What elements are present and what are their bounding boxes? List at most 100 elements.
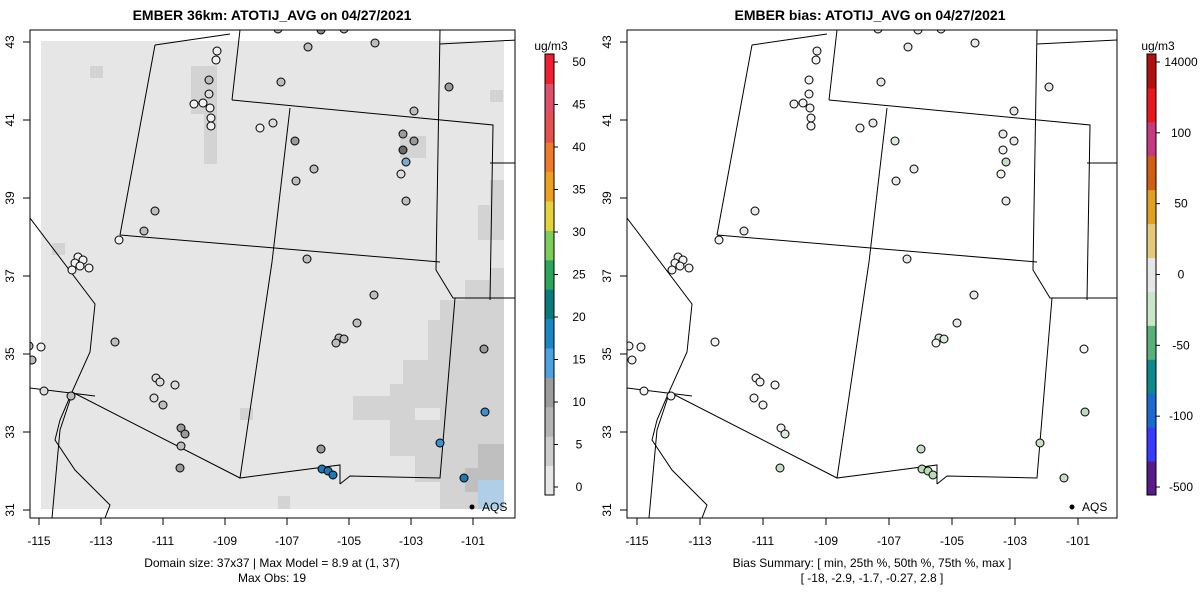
left-x-tick: -107: [275, 534, 299, 548]
left-colorbar-swatch: [545, 318, 554, 349]
model-grid-cells-darker: [465, 444, 504, 492]
right-colorbar-unit: ug/m3: [1141, 39, 1175, 53]
left-colorbar-swatch: [545, 259, 554, 290]
left-colorbar-swatch: [545, 465, 554, 496]
left-colorbar-unit: ug/m3: [534, 39, 568, 53]
right-y-tick: 31: [600, 503, 614, 517]
right-colorbar-swatch: [1147, 359, 1156, 394]
right-colorbar-swatch: [1147, 54, 1156, 89]
model-grid-cells-blue: [478, 480, 504, 509]
right-colorbar-swatch: [1147, 393, 1156, 428]
right-colorbar-tick-label: -500: [1169, 480, 1193, 494]
right-plot-frame: [626, 29, 1118, 519]
left-colorbar-tick-label: 15: [572, 353, 586, 367]
right-colorbar-swatch: [1147, 189, 1156, 225]
right-colorbar-swatch: [1147, 427, 1156, 462]
aqs-legend-marker: [469, 504, 475, 510]
right-colorbar-tick-label: -50: [1172, 338, 1190, 352]
left-y-axis: 31 33 35 37 39 41 43: [3, 35, 30, 517]
left-colorbar-tick-label: 10: [572, 395, 586, 409]
right-colorbar: [1147, 54, 1156, 496]
left-y-tick: 41: [3, 113, 17, 127]
left-colorbar-swatch: [545, 289, 554, 320]
aqs-observations: [30, 30, 490, 483]
right-x-tick: -115: [625, 534, 648, 548]
right-map-panel: EMBER bias: ATOTIJ_AVG on 04/27/2021: [600, 7, 1198, 585]
left-colorbar-swatch: [545, 171, 554, 202]
left-colorbar-tick-label: 45: [572, 98, 586, 112]
right-x-tick: -107: [877, 534, 901, 548]
right-colorbar-swatch: [1147, 155, 1156, 191]
left-colorbar-swatch: [545, 54, 554, 84]
right-legend-label: AQS: [1082, 500, 1107, 514]
state-borders: [30, 30, 515, 518]
left-x-tick: -105: [337, 534, 361, 548]
right-colorbar-tick-label: 50: [1174, 197, 1188, 211]
right-colorbar-swatch: [1147, 325, 1156, 360]
left-y-tick: 37: [3, 269, 17, 283]
left-map-panel: EMBER 36km: ATOTIJ_AVG on 04/27/2021: [3, 7, 586, 585]
left-x-tick: -101: [461, 534, 485, 548]
right-y-tick: 33: [600, 425, 614, 439]
left-y-tick: 31: [3, 503, 17, 517]
left-colorbar-swatch: [545, 230, 554, 261]
right-y-tick: 39: [600, 191, 614, 205]
right-colorbar-swatch: [1147, 223, 1156, 259]
left-footer-line1: Domain size: 37x37 | Max Model = 8.9 at …: [144, 556, 400, 570]
right-x-tick: -111: [752, 534, 775, 548]
right-colorbar-swatch: [1147, 461, 1156, 496]
left-x-tick: -103: [399, 534, 423, 548]
left-colorbar-swatch: [545, 142, 554, 173]
left-y-tick: 43: [3, 35, 17, 49]
right-y-tick: 43: [600, 35, 614, 49]
left-colorbar-swatch: [545, 406, 554, 437]
right-y-tick: 35: [600, 347, 614, 361]
right-x-tick: -109: [814, 534, 838, 548]
left-colorbar-tick-label: 35: [572, 183, 586, 197]
right-colorbar-tick-label: 14000: [1164, 55, 1198, 69]
right-colorbar-tick-label: 0: [1178, 268, 1185, 282]
left-legend-label: AQS: [482, 500, 507, 514]
right-colorbar-tick-label: -100: [1169, 409, 1193, 423]
aqs-legend-marker: [1069, 504, 1075, 510]
left-colorbar-tick-label: 5: [576, 438, 583, 452]
left-title: EMBER 36km: ATOTIJ_AVG on 04/27/2021: [133, 7, 412, 23]
left-colorbar-swatch: [545, 436, 554, 467]
left-y-tick: 39: [3, 191, 17, 205]
left-footer-line2: Max Obs: 19: [238, 571, 306, 585]
right-footer-line2: [ -18, -2.9, -1.7, -0.27, 2.8 ]: [801, 571, 944, 585]
right-y-axis: 31 33 35 37 39 41 43: [600, 35, 627, 517]
left-colorbar-swatch: [545, 83, 554, 114]
right-x-axis: -115 -113 -111 -109 -107 -105 -103 -101: [625, 518, 1090, 548]
right-y-tick: 41: [600, 113, 614, 127]
bias-observations: [627, 30, 1090, 483]
left-colorbar-swatch: [545, 201, 554, 231]
right-x-tick: -105: [940, 534, 964, 548]
left-colorbar-tick-label: 40: [572, 140, 586, 154]
left-x-tick: -115: [27, 534, 50, 548]
left-colorbar-ticks: 0 5 10 15 20 25 30 35 40 45 50: [554, 55, 586, 494]
left-colorbar-swatch: [545, 348, 554, 378]
left-x-axis: -115 -113 -111 -109 -107 -105 -103 -101: [27, 518, 485, 548]
left-x-tick: -109: [213, 534, 237, 548]
left-y-tick: 35: [3, 347, 17, 361]
right-colorbar-tick-label: 100: [1171, 126, 1191, 140]
right-x-tick: -103: [1003, 534, 1027, 548]
right-colorbar-swatch: [1147, 257, 1156, 292]
right-colorbar-swatch: [1147, 87, 1156, 123]
left-x-tick: -111: [152, 534, 175, 548]
right-colorbar-swatch: [1147, 291, 1156, 326]
left-colorbar-tick-label: 25: [572, 268, 586, 282]
right-colorbar-swatch: [1147, 121, 1156, 157]
left-colorbar: [545, 54, 554, 496]
right-y-tick: 37: [600, 269, 614, 283]
left-colorbar-tick-label: 30: [572, 225, 586, 239]
left-colorbar-swatch: [545, 112, 554, 143]
right-footer-line1: Bias Summary: [ min, 25th %, 50th %, 75t…: [733, 556, 1012, 570]
left-x-tick: -113: [89, 534, 112, 548]
left-colorbar-tick-label: 20: [572, 310, 586, 324]
left-y-tick: 33: [3, 425, 17, 439]
left-colorbar-tick-label: 50: [572, 55, 586, 69]
